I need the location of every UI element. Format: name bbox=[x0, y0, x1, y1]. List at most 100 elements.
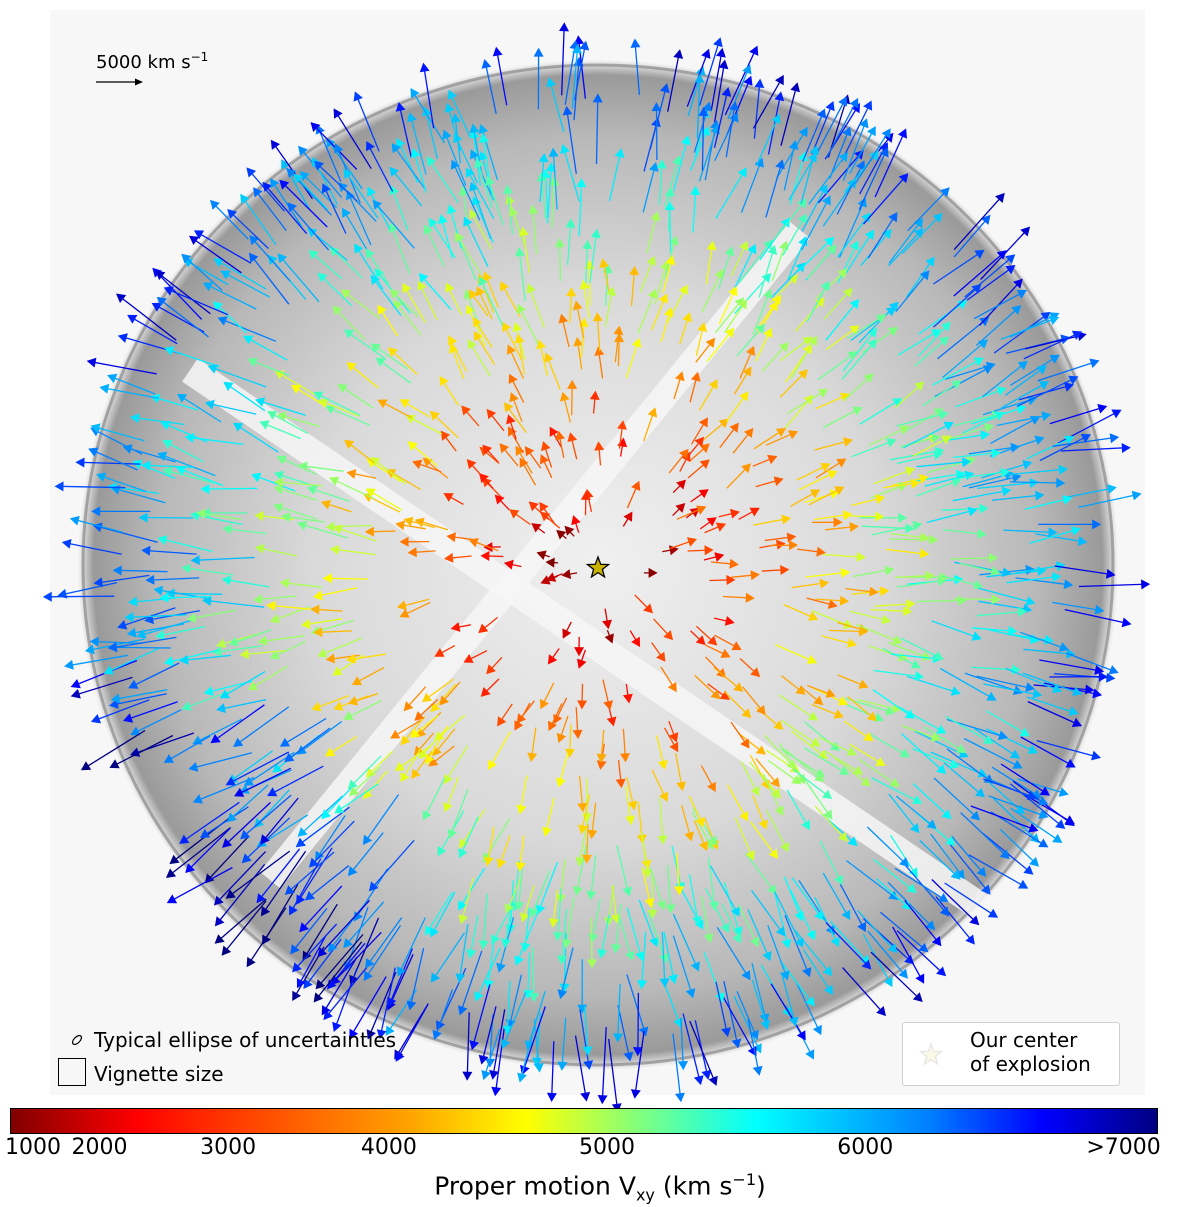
vector-arrow bbox=[939, 667, 994, 700]
vector-arrow bbox=[261, 635, 305, 643]
vector-arrow bbox=[91, 449, 138, 471]
vector-arrow bbox=[1000, 763, 1047, 794]
vector-arrow bbox=[618, 913, 632, 958]
vector-arrowhead bbox=[1001, 567, 1012, 577]
vector-arrow bbox=[834, 757, 869, 785]
vector-arrow bbox=[749, 754, 769, 787]
vector-arrow bbox=[1036, 739, 1098, 758]
vector-arrow bbox=[276, 505, 318, 520]
vector-arrow bbox=[941, 575, 980, 587]
vector-arrowhead bbox=[466, 304, 476, 315]
vector-arrow bbox=[798, 472, 835, 491]
vector-arrowhead bbox=[1017, 360, 1028, 371]
vector-arrowhead bbox=[1058, 464, 1068, 475]
vector-arrowhead bbox=[613, 325, 624, 336]
vector-arrow bbox=[860, 231, 890, 266]
vector-arrow bbox=[1052, 436, 1116, 447]
vector-arrowhead bbox=[698, 489, 709, 499]
vector-arrow bbox=[775, 130, 807, 180]
vector-arrowhead bbox=[103, 665, 114, 675]
vector-arrow bbox=[367, 144, 394, 192]
vector-arrowhead bbox=[486, 664, 496, 675]
vector-arrow bbox=[531, 870, 551, 915]
vector-arrowhead bbox=[293, 173, 304, 184]
vector-arrowhead bbox=[750, 570, 760, 581]
vector-arrowhead bbox=[287, 202, 297, 213]
vector-arrow bbox=[270, 765, 324, 795]
vector-arrowhead bbox=[918, 474, 929, 484]
vector-arrowhead bbox=[141, 460, 151, 471]
remnant-edge bbox=[81, 63, 1115, 1067]
vector-arrowhead bbox=[253, 594, 263, 605]
vector-arrow bbox=[1000, 317, 1056, 340]
vector-arrowhead bbox=[737, 167, 747, 178]
vector-arrow bbox=[608, 151, 622, 202]
vector-arrowhead bbox=[533, 47, 544, 57]
vector-arrowhead bbox=[90, 714, 102, 724]
vector-arrowhead bbox=[1064, 816, 1075, 827]
vector-arrowhead bbox=[469, 181, 479, 192]
vector-arrow bbox=[476, 162, 493, 208]
vector-arrowhead bbox=[423, 224, 433, 235]
vector-arrow bbox=[771, 244, 786, 282]
vector-arrowhead bbox=[313, 627, 323, 638]
vector-arrow bbox=[791, 877, 822, 918]
vector-arrowhead bbox=[93, 577, 104, 588]
vector-arrowhead bbox=[884, 565, 895, 576]
vector-arrowhead bbox=[818, 184, 828, 195]
vector-arrowhead bbox=[906, 883, 917, 893]
vector-arrowhead bbox=[290, 944, 300, 955]
vector-arrowhead bbox=[348, 696, 359, 706]
vector-arrow bbox=[434, 989, 454, 1037]
vector-arrow bbox=[484, 274, 500, 309]
vector-arrow bbox=[185, 567, 234, 576]
vector-arrowhead bbox=[222, 838, 233, 848]
vector-arrow bbox=[248, 169, 285, 212]
vector-arrowhead bbox=[478, 150, 488, 161]
vector-arrowhead bbox=[376, 1029, 387, 1039]
vector-arrowhead bbox=[544, 352, 554, 363]
vector-arrow bbox=[704, 123, 717, 181]
vector-arrowhead bbox=[109, 759, 120, 769]
vector-arrowhead bbox=[572, 729, 583, 740]
vector-arrow bbox=[1043, 682, 1099, 696]
vector-arrow bbox=[724, 302, 746, 333]
vector-arrowhead bbox=[126, 627, 137, 638]
vector-arrow bbox=[301, 885, 343, 930]
vector-arrow bbox=[879, 911, 926, 951]
vector-arrowhead bbox=[428, 217, 438, 228]
vector-arrow bbox=[600, 914, 610, 955]
vector-arrow bbox=[778, 694, 816, 719]
vector-arrowhead bbox=[579, 279, 590, 290]
vector-arrow bbox=[436, 714, 466, 739]
vector-arrow bbox=[131, 597, 176, 603]
vector-arrow bbox=[904, 900, 940, 944]
vector-arrowhead bbox=[485, 175, 495, 186]
vector-arrow bbox=[165, 441, 205, 463]
vector-arrow bbox=[849, 129, 875, 174]
vector-arrowhead bbox=[720, 922, 730, 934]
vector-arrowhead bbox=[663, 630, 674, 641]
vector-arrowhead bbox=[540, 698, 549, 710]
vector-arrowhead bbox=[228, 636, 239, 647]
vector-arrowhead bbox=[565, 748, 575, 758]
vector-arrow bbox=[823, 290, 851, 320]
vector-arrow bbox=[933, 286, 979, 328]
vector-arrow bbox=[300, 795, 344, 835]
vector-arrow bbox=[696, 77, 701, 139]
vector-arrowhead bbox=[296, 745, 307, 755]
vector-arrowhead bbox=[480, 551, 490, 561]
vector-arrow bbox=[90, 361, 157, 375]
vector-arrowhead bbox=[741, 463, 751, 474]
vector-arrow bbox=[187, 827, 231, 871]
vector-arrow bbox=[900, 637, 941, 659]
vector-arrowhead bbox=[273, 470, 284, 481]
vector-arrowhead bbox=[945, 836, 956, 846]
vector-arrowhead bbox=[502, 1025, 513, 1035]
vector-arrow bbox=[894, 575, 931, 578]
vector-arrowhead bbox=[604, 917, 614, 927]
vector-arrow bbox=[874, 603, 912, 607]
vector-arrowhead bbox=[675, 371, 685, 382]
vector-arrowhead bbox=[597, 1095, 608, 1105]
vector-arrow bbox=[773, 891, 802, 945]
